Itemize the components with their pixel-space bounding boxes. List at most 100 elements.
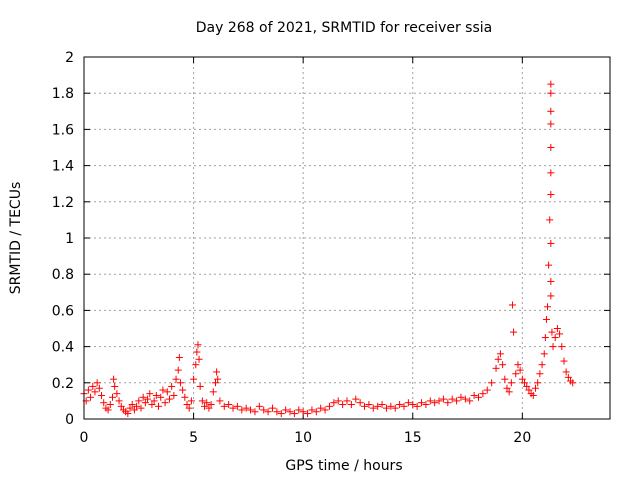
data-point	[168, 382, 176, 390]
data-point	[542, 315, 550, 323]
data-point	[135, 397, 143, 405]
data-point	[139, 393, 147, 401]
data-point	[95, 384, 103, 392]
y-tick-label: 0	[65, 412, 74, 428]
data-point	[179, 386, 187, 394]
data-point	[84, 386, 92, 394]
data-point	[422, 401, 430, 409]
data-point	[547, 277, 555, 285]
data-point	[157, 393, 165, 401]
data-point	[304, 410, 312, 418]
data-point	[185, 404, 193, 412]
data-point	[312, 408, 320, 416]
data-point	[260, 406, 268, 414]
data-point	[277, 410, 285, 418]
data-point	[494, 355, 502, 363]
y-axis-title: SRMTID / TECUs	[8, 182, 24, 295]
data-point	[503, 384, 511, 392]
data-point	[117, 402, 125, 410]
data-point	[551, 334, 559, 342]
data-point	[547, 292, 555, 300]
chart-title: Day 268 of 2021, SRMTID for receiver ssi…	[196, 20, 492, 36]
data-point	[560, 357, 568, 365]
y-tick-label: 1	[65, 231, 74, 247]
data-point	[170, 391, 178, 399]
data-point	[325, 402, 333, 410]
data-points	[80, 80, 577, 418]
x-tick-label: 10	[294, 430, 312, 446]
data-point	[409, 401, 417, 409]
data-point	[229, 404, 237, 412]
data-point	[308, 406, 316, 414]
data-point	[330, 399, 338, 407]
data-point	[100, 399, 108, 407]
data-point	[569, 379, 577, 387]
data-point	[220, 402, 228, 410]
data-point	[505, 388, 513, 396]
data-point	[203, 399, 211, 407]
data-point	[295, 406, 303, 414]
data-point	[128, 401, 136, 409]
data-point	[334, 397, 342, 405]
data-point	[510, 328, 518, 336]
data-point	[479, 390, 487, 398]
data-point	[541, 334, 549, 342]
data-point	[374, 402, 382, 410]
data-point	[89, 382, 97, 390]
y-tick-label: 0.2	[52, 376, 74, 392]
data-point	[387, 402, 395, 410]
data-point	[553, 325, 561, 332]
data-point	[144, 395, 152, 403]
data-point	[264, 408, 272, 416]
data-point	[540, 350, 548, 358]
data-point	[347, 401, 355, 409]
data-point	[339, 401, 347, 409]
data-point	[194, 341, 202, 349]
data-point	[110, 375, 118, 383]
data-point	[172, 375, 180, 383]
data-point	[499, 361, 507, 369]
gridlines	[84, 57, 610, 419]
data-point	[91, 388, 99, 396]
data-point	[175, 353, 183, 361]
data-point	[115, 397, 123, 405]
data-point	[418, 399, 426, 407]
data-point	[193, 348, 201, 356]
data-point	[413, 402, 421, 410]
data-point	[453, 397, 461, 405]
data-point	[251, 408, 259, 416]
data-point	[525, 386, 533, 394]
y-tick-label: 0.4	[52, 340, 74, 356]
data-point	[268, 404, 276, 412]
data-point	[547, 120, 555, 128]
data-point	[214, 375, 222, 383]
data-point	[213, 368, 221, 376]
data-point	[547, 191, 555, 199]
data-point	[483, 386, 491, 394]
data-point	[216, 397, 224, 405]
data-point	[516, 366, 524, 374]
data-point	[545, 261, 553, 269]
data-point	[201, 402, 209, 410]
data-point	[546, 216, 554, 224]
data-point	[396, 401, 404, 409]
data-point	[439, 395, 447, 403]
data-point	[547, 80, 555, 88]
data-point	[195, 355, 203, 363]
data-point	[247, 406, 255, 414]
data-point	[461, 395, 469, 403]
data-point	[547, 239, 555, 247]
data-point	[547, 89, 555, 97]
data-point	[108, 393, 116, 401]
data-point	[521, 379, 529, 387]
data-point	[501, 375, 509, 383]
data-point	[508, 301, 516, 309]
data-point	[152, 391, 160, 399]
data-point	[488, 379, 496, 387]
data-point	[163, 388, 171, 396]
data-point	[547, 169, 555, 177]
y-tick-labels: 0 0.2 0.4 0.6 0.8 1 1.2 1.4 1.6 1.8 2	[52, 50, 74, 428]
data-point	[538, 361, 546, 369]
x-tick-label: 20	[513, 430, 531, 446]
y-tick-label: 2	[65, 50, 74, 66]
